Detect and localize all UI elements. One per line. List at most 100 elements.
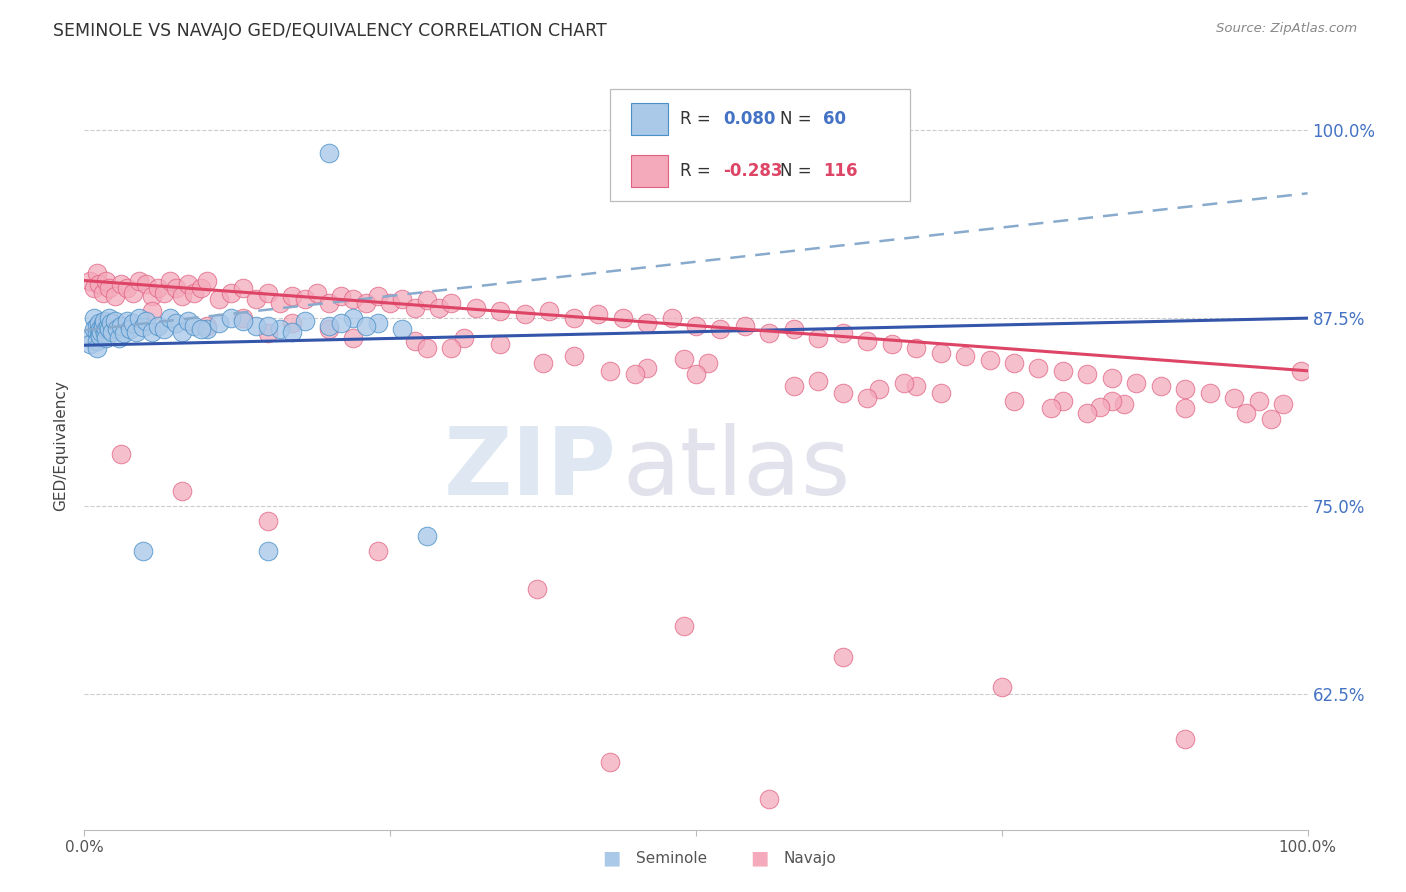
Point	[232, 281, 254, 295]
Point	[531, 356, 554, 370]
Point	[404, 334, 426, 348]
Point	[281, 288, 304, 302]
Point	[880, 336, 903, 351]
Point	[427, 301, 450, 315]
Point	[87, 326, 110, 341]
Point	[1028, 360, 1050, 375]
Point	[177, 314, 200, 328]
Point	[979, 353, 1001, 368]
Point	[1174, 401, 1197, 416]
Point	[141, 303, 163, 318]
Point	[125, 325, 148, 339]
Point	[538, 303, 561, 318]
Point	[183, 285, 205, 300]
Point	[1150, 379, 1173, 393]
Point	[636, 360, 658, 375]
Point	[104, 288, 127, 302]
Point	[232, 311, 254, 326]
Text: 0.080: 0.080	[723, 111, 775, 128]
Point	[281, 316, 304, 330]
Point	[177, 277, 200, 291]
Point	[391, 292, 413, 306]
Point	[1174, 382, 1197, 396]
Point	[697, 356, 720, 370]
Point	[104, 314, 127, 328]
Point	[165, 316, 187, 330]
Point	[91, 317, 114, 331]
Point	[562, 349, 585, 363]
Point	[672, 619, 695, 633]
Point	[1002, 356, 1025, 370]
Point	[159, 311, 181, 326]
Text: Navajo: Navajo	[783, 851, 837, 865]
Point	[354, 296, 377, 310]
Point	[83, 281, 105, 295]
Point	[172, 325, 194, 339]
Point	[208, 292, 231, 306]
Point	[190, 321, 212, 335]
Text: Seminole: Seminole	[636, 851, 707, 865]
Point	[153, 285, 176, 300]
Point	[146, 281, 169, 295]
Point	[318, 296, 340, 310]
Point	[783, 379, 806, 393]
Point	[122, 316, 145, 330]
Point	[758, 792, 780, 806]
Point	[440, 296, 463, 310]
Point	[195, 274, 218, 288]
Point	[367, 544, 389, 558]
Point	[165, 281, 187, 295]
Point	[89, 329, 111, 343]
Point	[89, 321, 111, 335]
Point	[929, 345, 952, 359]
Point	[294, 314, 316, 328]
Point	[257, 318, 280, 333]
Point	[79, 331, 101, 345]
Point	[612, 311, 634, 326]
Point	[330, 288, 353, 302]
Point	[172, 288, 194, 302]
Point	[624, 367, 647, 381]
Point	[991, 680, 1014, 694]
Point	[97, 318, 120, 333]
Point	[391, 321, 413, 335]
Text: ZIP: ZIP	[443, 423, 616, 515]
Point	[318, 318, 340, 333]
Point	[1125, 376, 1147, 390]
Point	[294, 292, 316, 306]
Point	[97, 281, 120, 295]
Point	[905, 341, 928, 355]
Point	[404, 301, 426, 315]
Point	[245, 292, 267, 306]
Point	[1002, 393, 1025, 408]
Point	[83, 311, 105, 326]
Point	[86, 341, 108, 355]
Point	[141, 288, 163, 302]
Point	[100, 316, 122, 330]
Point	[342, 292, 364, 306]
Point	[219, 311, 242, 326]
Point	[416, 529, 439, 543]
Point	[96, 331, 118, 345]
Point	[86, 318, 108, 333]
Point	[159, 274, 181, 288]
Point	[146, 318, 169, 333]
Point	[132, 320, 155, 334]
Point	[380, 296, 402, 310]
Point	[905, 379, 928, 393]
Point	[807, 374, 830, 388]
Point	[232, 314, 254, 328]
Point	[135, 277, 157, 291]
Point	[208, 316, 231, 330]
Point	[79, 274, 101, 288]
Text: SEMINOLE VS NAVAJO GED/EQUIVALENCY CORRELATION CHART: SEMINOLE VS NAVAJO GED/EQUIVALENCY CORRE…	[53, 22, 607, 40]
FancyBboxPatch shape	[610, 89, 910, 201]
Point	[1223, 391, 1246, 405]
Point	[107, 331, 129, 345]
Point	[97, 321, 120, 335]
Point	[87, 277, 110, 291]
Point	[172, 484, 194, 499]
Point	[115, 281, 138, 295]
Point	[93, 314, 115, 328]
Point	[599, 364, 621, 378]
